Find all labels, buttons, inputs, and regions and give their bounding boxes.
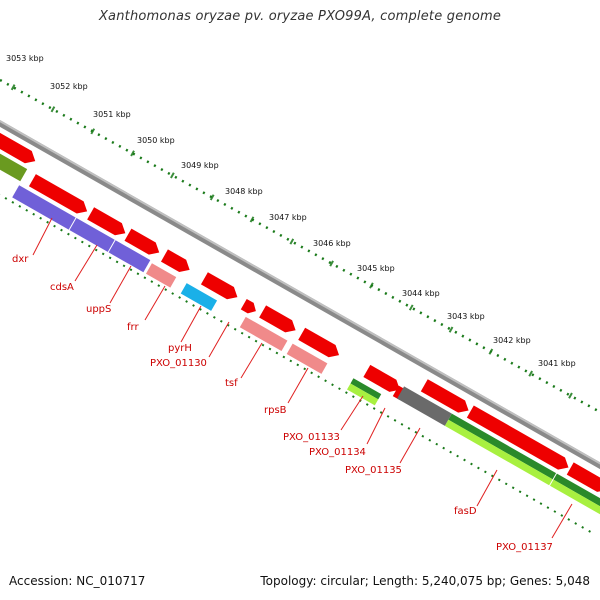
feature-purple-1[interactable]: [12, 185, 76, 230]
feature-lime-2[interactable]: [444, 419, 553, 486]
feature-purple-2[interactable]: [69, 217, 115, 252]
feature-darkgreen-1[interactable]: [350, 378, 382, 400]
gene-label-leader: [366, 407, 386, 445]
feature-pink-frr[interactable]: [145, 263, 177, 288]
gene-label-leader: [180, 305, 202, 343]
gene-label: dxr: [12, 254, 29, 265]
cds-feature-dxr[interactable]: [0, 131, 39, 167]
cds-feature-fasD[interactable]: [466, 405, 572, 473]
scale-label: 3044 kbp: [402, 289, 440, 298]
gene-label-leader: [32, 217, 53, 256]
scale-label: 3048 kbp: [225, 187, 263, 196]
map-title: Xanthomonas oryzae pv. oryzae PXO99A, co…: [98, 9, 502, 24]
cds-feature-PXO_01137[interactable]: [566, 462, 600, 495]
feature-gray[interactable]: [397, 386, 452, 426]
gene-label: pyrH: [168, 343, 192, 354]
scale-label: 3041 kbp: [538, 359, 576, 368]
gene-label-leader: [340, 395, 364, 431]
gene-label-leader: [208, 321, 230, 358]
cds-feature-frr[interactable]: [124, 228, 162, 259]
gene-label: uppS: [86, 304, 111, 315]
feature-pink-rpsB[interactable]: [286, 343, 328, 374]
feature-purple-3[interactable]: [108, 240, 151, 273]
cds-feature-PXO_01135[interactable]: [420, 379, 472, 416]
feature-lime-1[interactable]: [347, 383, 379, 406]
scale-label: 3042 kbp: [493, 336, 531, 345]
gene-label: PXO_01137: [496, 542, 553, 553]
gene-label-leader: [240, 342, 263, 379]
cds-feature-rpsB[interactable]: [298, 327, 342, 361]
feature-darkgreen-2[interactable]: [448, 413, 557, 480]
topology-text: Topology: circular; Length: 5,240,075 bp…: [260, 574, 590, 588]
cds-feature-uppS[interactable]: [87, 207, 129, 239]
scale-ruler: 3053 kbp 3052 kbp 3051 kbp 3050 kbp 3049 kbp…: [0, 54, 600, 415]
feature-tracks: [0, 131, 600, 536]
cds-feature-PXO_01130[interactable]: [200, 272, 241, 303]
backbone-highlight: [0, 120, 600, 479]
gene-label-leader: [476, 469, 498, 507]
gene-label-leader: [144, 285, 166, 321]
feature-darkgreen-3[interactable]: [553, 473, 600, 510]
scale-label: 3046 kbp: [313, 239, 351, 248]
gene-label-leader: [399, 427, 421, 464]
cds-feature-pyrH[interactable]: [160, 249, 193, 276]
cds-feature-cdsA[interactable]: [28, 174, 91, 217]
cds-feature-PXO_01133[interactable]: [363, 364, 403, 396]
gene-label: tsf: [225, 378, 238, 389]
feature-olive[interactable]: [0, 146, 28, 182]
feature-track-colored: [0, 146, 600, 516]
scale-label: 3049 kbp: [181, 161, 219, 170]
cds-feature-tsf[interactable]: [259, 305, 299, 336]
gene-label-leader: [74, 244, 98, 282]
gene-label-leader: [287, 367, 309, 404]
backbone-line: [0, 119, 600, 482]
scale-label: 3051 kbp: [93, 110, 131, 119]
scale-label: 3050 kbp: [137, 136, 175, 145]
feature-cyan-pyrH[interactable]: [180, 283, 218, 311]
scale-label: 3053 kbp: [6, 54, 44, 63]
forward-cds-track: [0, 131, 600, 495]
cds-feature-tsf-small[interactable]: [240, 298, 259, 316]
gene-label: rpsB: [264, 405, 287, 416]
scale-label: 3047 kbp: [269, 213, 307, 222]
gene-label-leader: [109, 265, 132, 304]
scale-label: 3045 kbp: [357, 264, 395, 273]
feature-pink-tsf[interactable]: [239, 316, 288, 352]
gene-label: PXO_01134: [309, 447, 366, 458]
gene-label: fasD: [454, 506, 477, 517]
gene-label: PXO_01133: [283, 432, 340, 443]
feature-lime-3[interactable]: [550, 479, 600, 516]
backbone: [0, 119, 600, 482]
gene-label: cdsA: [50, 282, 74, 293]
scale-label: 3052 kbp: [50, 82, 88, 91]
gene-label: PXO_01130: [150, 358, 207, 369]
accession-text: Accession: NC_010717: [9, 574, 146, 588]
scale-label: 3043 kbp: [447, 312, 485, 321]
gene-label-leader: [551, 503, 573, 539]
inner-dotted-ring: [0, 177, 597, 536]
gene-label: frr: [127, 322, 139, 333]
gene-label: PXO_01135: [345, 465, 402, 476]
